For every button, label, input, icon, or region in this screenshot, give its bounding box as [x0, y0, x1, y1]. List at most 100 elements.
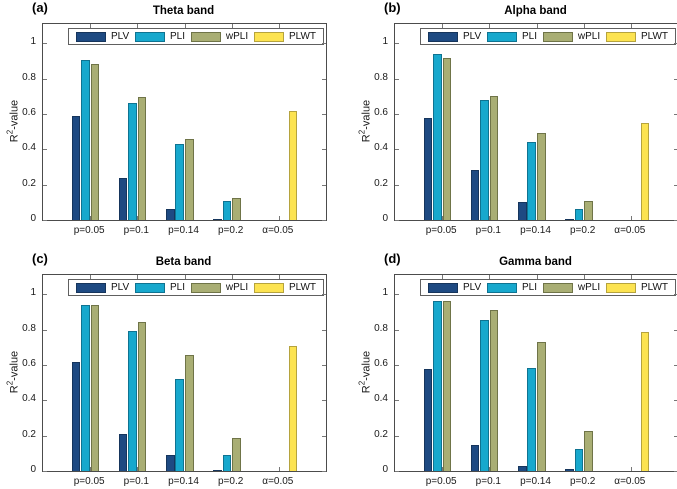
- y-tick-mark: [674, 329, 677, 331]
- x-tick-label: p=0.05: [73, 225, 105, 236]
- y-tick-mark: [674, 294, 677, 296]
- legend-label: PLWT: [640, 282, 668, 293]
- legend-entry-wpli: wPLI: [542, 282, 601, 293]
- legend-label: PLI: [522, 282, 538, 293]
- bar-plv-p=0.05: [423, 368, 433, 471]
- y-tick-mark: [674, 220, 677, 221]
- y-tick-mark: [395, 184, 399, 186]
- y-tick-mark: [43, 184, 47, 186]
- legend-label: PLV: [463, 282, 482, 293]
- y-tick-mark: [43, 365, 47, 367]
- y-tick-label: 1: [30, 287, 36, 299]
- x-tick-mark: [583, 275, 585, 279]
- x-tick-mark: [184, 275, 186, 279]
- legend-entry-pli: PLI: [135, 282, 185, 293]
- bar-pli-p=0.14: [175, 379, 185, 471]
- y-tick-label: 0: [382, 213, 388, 224]
- legend-label: PLI: [170, 31, 186, 42]
- x-tick-label: p=0.2: [218, 225, 244, 236]
- y-axis-label-base: R: [360, 385, 373, 394]
- bar-pli-p=0.14: [175, 144, 185, 220]
- y-tick-mark: [395, 294, 399, 296]
- legend-swatch-plv: [76, 31, 106, 42]
- legend-entry-wpli: wPLI: [190, 31, 248, 42]
- legend-label: wPLI: [577, 282, 601, 293]
- y-tick-label: 0.4: [374, 142, 388, 154]
- x-tick-mark: [489, 24, 491, 28]
- bar-plv-p=0.14: [165, 208, 175, 220]
- y-axis-label-rest: -value: [8, 99, 21, 130]
- legend-swatch-plwt: [253, 31, 284, 42]
- y-tick-mark: [674, 435, 677, 437]
- bar-pli-p=0.2: [222, 455, 232, 471]
- panel-letter: (c): [32, 251, 48, 266]
- x-tick-mark: [90, 24, 92, 28]
- bar-wpli-p=0.2: [232, 438, 241, 471]
- legend-swatch-wpli: [542, 31, 573, 42]
- x-tick-mark: [536, 275, 538, 279]
- panel-letter: (a): [32, 0, 48, 15]
- legend-swatch-plwt: [605, 31, 636, 42]
- y-tick-mark: [674, 471, 677, 472]
- legend-entry-plwt: PLWT: [253, 31, 316, 42]
- legend-label: PLV: [111, 282, 130, 293]
- panel-gamma-band: 0 0.2 0.4 0.6 0.8 1 p=0.05 p=0.1 p=0.14 p=0.2 α=0.…: [352, 251, 677, 489]
- legend-entry-plwt: PLWT: [605, 282, 668, 293]
- bar-plv-p=0.14: [517, 466, 527, 471]
- panel-letter: (b): [384, 0, 401, 15]
- legend-entry-plv: PLV: [76, 282, 129, 293]
- legend: PLV PLI wPLI PLWT: [68, 28, 324, 45]
- y-tick-mark: [674, 365, 677, 367]
- bar-wpli-p=0.14: [536, 342, 546, 471]
- y-axis-label: R2-value: [358, 100, 373, 142]
- bar-wpli-p=0.2: [584, 431, 593, 471]
- bar-plv-p=0.2: [213, 219, 222, 220]
- y-tick-mark: [43, 329, 47, 331]
- legend-swatch-pli: [487, 31, 518, 42]
- legend-entry-pli: PLI: [487, 31, 537, 42]
- legend-swatch-plv: [428, 31, 458, 42]
- y-tick-mark: [395, 329, 399, 331]
- y-tick-mark: [43, 114, 47, 116]
- y-tick-mark: [43, 435, 47, 437]
- y-axis-label-sup: 2: [5, 129, 15, 135]
- y-tick-label: 0.2: [22, 177, 36, 189]
- plot-area: PLV PLI wPLI PLWT: [394, 23, 677, 221]
- y-tick-mark: [322, 471, 326, 472]
- x-tick-mark: [231, 275, 233, 279]
- x-tick-mark: [278, 24, 280, 28]
- x-tick-mark: [630, 24, 632, 28]
- bar-wpli-p=0.14: [184, 355, 194, 471]
- y-tick-mark: [322, 114, 326, 116]
- x-tick-mark: [278, 467, 280, 471]
- chart-title: Theta band: [152, 5, 215, 17]
- chart-title: Beta band: [155, 256, 212, 268]
- y-axis-label-base: R: [8, 385, 21, 394]
- y-tick-mark: [395, 78, 399, 80]
- bar-plv-p=0.1: [470, 445, 480, 471]
- y-tick-mark: [322, 400, 326, 402]
- y-tick-mark: [395, 471, 399, 472]
- y-tick-label: 0.8: [22, 322, 36, 334]
- x-tick-label: p=0.14: [520, 225, 551, 236]
- x-tick-label: p=0.05: [425, 225, 457, 236]
- bar-pli-p=0.2: [574, 208, 584, 220]
- x-tick-mark: [90, 275, 92, 279]
- legend-label: PLWT: [640, 31, 668, 42]
- x-tick-label: p=0.14: [520, 476, 551, 487]
- plot-area: PLV PLI wPLI PLWT: [394, 274, 677, 472]
- legend: PLV PLI wPLI PLWT: [420, 28, 676, 45]
- plot-area: PLV PLI wPLI PLWT: [42, 274, 327, 472]
- bar-pli-p=0.2: [574, 448, 584, 471]
- y-tick-mark: [395, 149, 399, 151]
- legend: PLV PLI wPLI PLWT: [420, 279, 676, 296]
- legend-swatch-plv: [76, 282, 106, 293]
- x-tick-mark: [137, 24, 139, 28]
- y-axis-label-sup: 2: [357, 380, 367, 386]
- y-tick-label: 0.2: [374, 177, 388, 189]
- panel-theta-band: 0 0.2 0.4 0.6 0.8 1 p=0.05 p=0.1 p=0.14 p=0.2 α=0.…: [0, 0, 327, 238]
- y-tick-mark: [322, 220, 326, 221]
- y-tick-label: 0.6: [22, 107, 36, 119]
- y-tick-label: 0.4: [22, 142, 36, 154]
- y-axis-label-rest: -value: [360, 350, 373, 381]
